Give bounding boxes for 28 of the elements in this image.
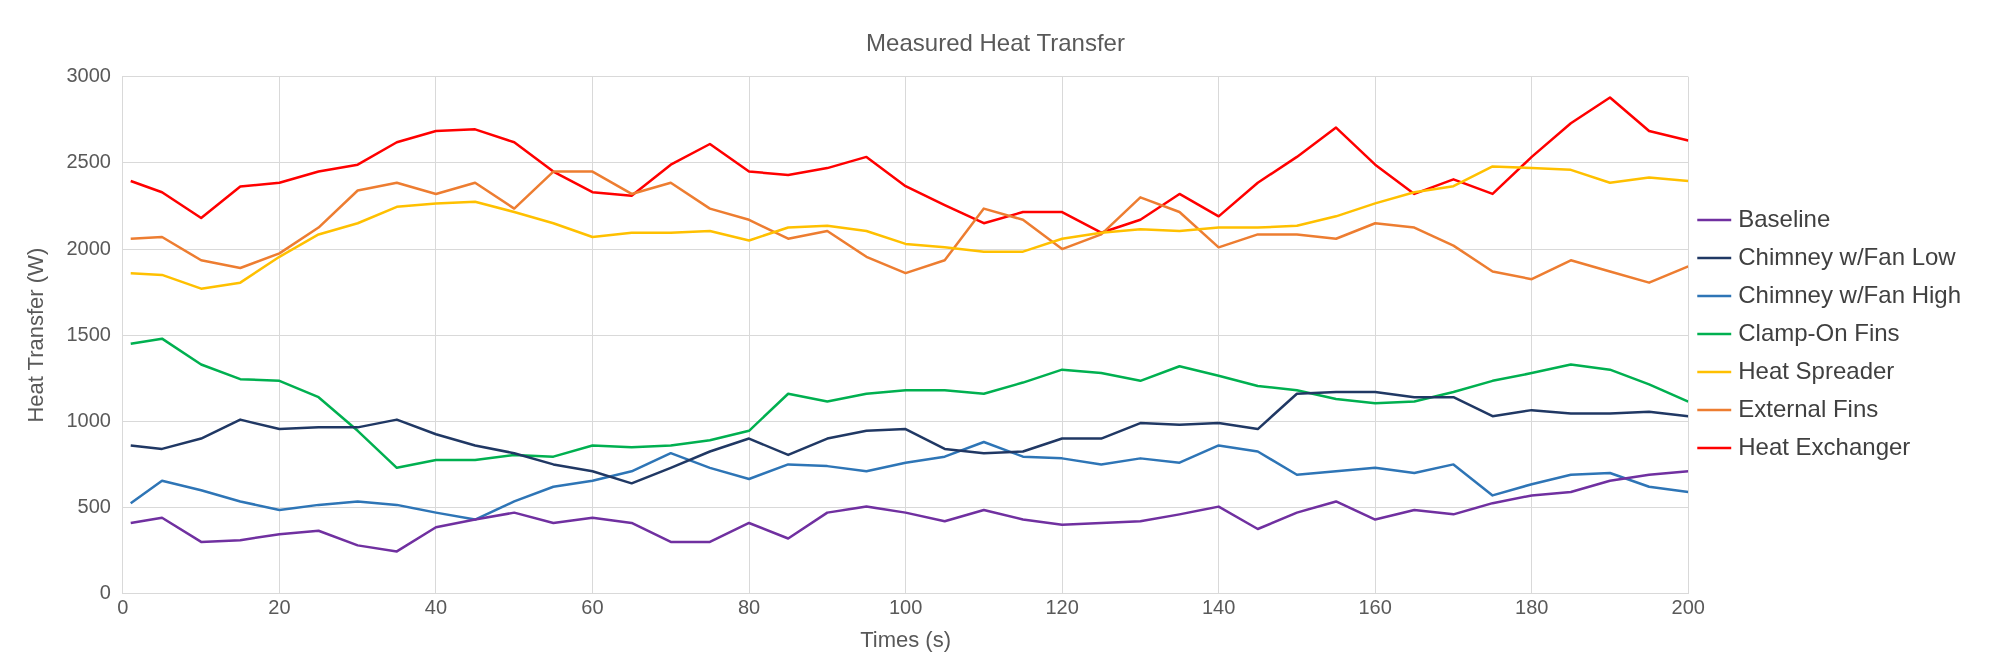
y-tick-label: 1000 bbox=[66, 408, 111, 431]
x-tick-label: 80 bbox=[737, 596, 761, 619]
x-tick-label: 140 bbox=[1201, 596, 1236, 619]
legend-label: External Fins bbox=[1738, 394, 1879, 422]
x-tick-label: 20 bbox=[268, 596, 291, 619]
x-tick-label: 200 bbox=[1671, 596, 1705, 619]
chart-title: Measured Heat Transfer bbox=[866, 29, 1125, 57]
x-tick-label: 60 bbox=[581, 596, 604, 619]
y-tick-label: 0 bbox=[99, 581, 111, 604]
y-tick-label: 500 bbox=[77, 494, 111, 517]
legend-label: Chimney w/Fan High bbox=[1738, 280, 1961, 308]
y-axis-title: Heat Transfer (W) bbox=[23, 247, 49, 423]
legend-label: Baseline bbox=[1738, 204, 1831, 232]
legend-label: Clamp-On Fins bbox=[1738, 318, 1900, 346]
legend-label: Heat Spreader bbox=[1738, 356, 1895, 384]
x-tick-label: 120 bbox=[1045, 596, 1079, 619]
x-tick-label: 160 bbox=[1358, 596, 1392, 619]
x-tick-label: 40 bbox=[424, 596, 448, 619]
y-tick-label: 2000 bbox=[66, 236, 111, 259]
y-tick-label: 3000 bbox=[66, 64, 111, 87]
x-tick-label: 0 bbox=[117, 596, 129, 619]
legend-label: Heat Exchanger bbox=[1738, 432, 1911, 460]
y-tick-label: 1500 bbox=[66, 322, 111, 345]
x-axis-title: Times (s) bbox=[860, 626, 951, 652]
x-tick-label: 100 bbox=[888, 596, 923, 619]
y-tick-label: 2500 bbox=[66, 150, 111, 173]
legend-label: Chimney w/Fan Low bbox=[1738, 242, 1957, 270]
x-tick-label: 180 bbox=[1515, 596, 1549, 619]
